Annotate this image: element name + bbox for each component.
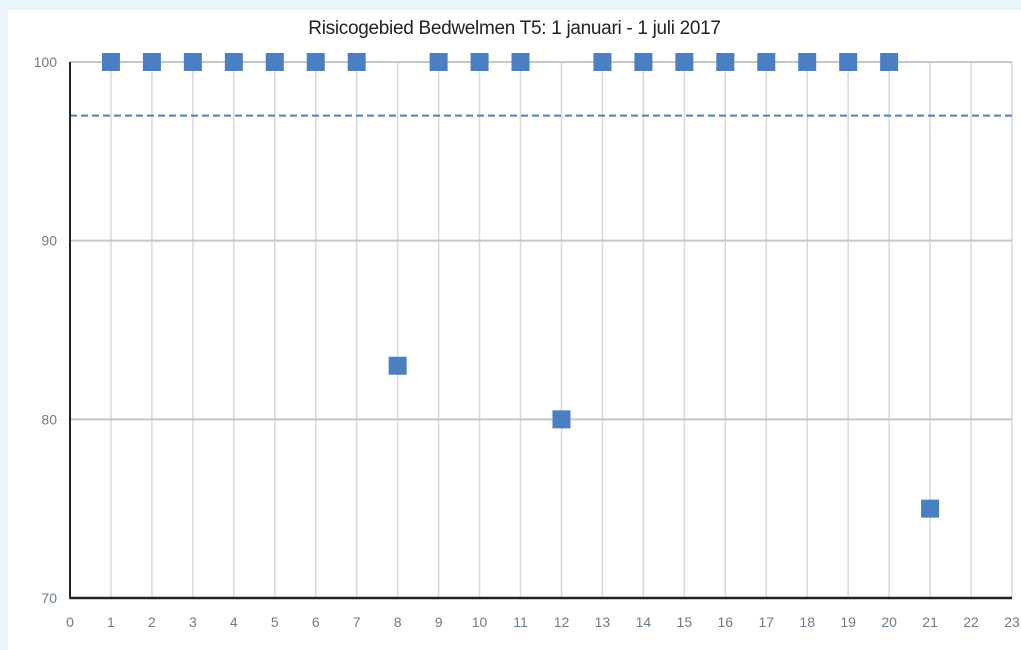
x-tick-label: 19: [840, 614, 856, 630]
data-point: [183, 53, 202, 71]
y-tick-label: 80: [41, 411, 57, 427]
data-point: [757, 53, 776, 71]
x-tick-label: 16: [718, 614, 734, 630]
grid-lines: [70, 61, 1013, 598]
axes: [69, 62, 1012, 600]
data-point: [880, 53, 899, 71]
data-point: [921, 499, 940, 518]
x-tick-label: 11: [513, 614, 528, 630]
x-tick-label: 10: [472, 614, 488, 630]
data-point: [839, 53, 858, 71]
y-tick-label: 100: [34, 54, 58, 70]
x-tick-label: 0: [66, 614, 74, 630]
data-point: [429, 53, 448, 71]
data-point: [470, 53, 489, 71]
data-point: [142, 53, 161, 71]
data-point: [388, 356, 407, 375]
data-point: [716, 53, 735, 71]
x-tick-label: 9: [435, 614, 443, 630]
x-tick-label: 14: [636, 614, 652, 630]
data-point: [593, 53, 612, 71]
data-point: [552, 410, 571, 429]
tick-labels: 0 1 2 3 4 5 6 7 8 9 10 11 12 13 14 15 16 17 18 19 20 21 22 2370…: [34, 54, 1020, 630]
y-tick-label: 70: [41, 590, 57, 606]
data-point: [265, 53, 284, 71]
data-point: [675, 53, 694, 71]
data-point: [634, 53, 653, 71]
x-tick-label: 18: [799, 614, 815, 630]
x-tick-label: 6: [312, 614, 320, 630]
x-tick-label: 2: [148, 614, 156, 630]
y-tick-label: 90: [41, 233, 57, 249]
x-tick-label: 17: [758, 614, 774, 630]
data-point: [306, 53, 325, 71]
data-points: [101, 53, 940, 518]
x-tick-label: 4: [230, 614, 238, 630]
chart-panel: [8, 10, 1021, 650]
x-tick-label: 22: [963, 614, 979, 630]
x-tick-label: 13: [595, 614, 611, 630]
x-tick-label: 5: [271, 614, 279, 630]
chart-title: Risicogebied Bedwelmen T5: 1 januari - 1…: [308, 18, 721, 39]
x-tick-label: 8: [394, 614, 402, 630]
data-point: [511, 53, 530, 71]
x-tick-label: 20: [881, 614, 897, 630]
x-tick-label: 7: [353, 614, 361, 630]
x-tick-label: 15: [677, 614, 693, 630]
x-tick-label: 12: [554, 614, 570, 630]
data-point: [101, 53, 120, 71]
data-point: [224, 53, 243, 71]
x-tick-label: 23: [1004, 614, 1020, 630]
data-point: [798, 53, 817, 71]
x-tick-label: 21: [922, 614, 938, 630]
x-tick-label: 3: [189, 614, 197, 630]
x-tick-label: 1: [107, 614, 115, 630]
data-point: [347, 53, 366, 71]
